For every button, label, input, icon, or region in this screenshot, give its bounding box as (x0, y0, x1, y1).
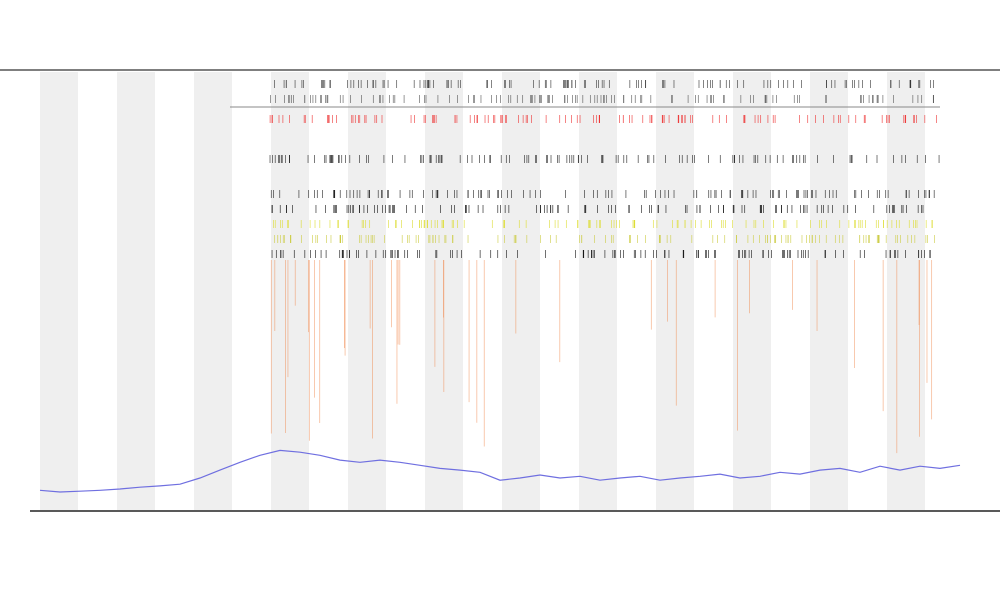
band (887, 72, 925, 510)
band (348, 72, 386, 510)
trace (39, 449, 961, 493)
band (40, 72, 78, 510)
shaded-bands (40, 72, 925, 510)
band (502, 72, 540, 510)
band (271, 72, 309, 510)
band (194, 72, 232, 510)
band (733, 72, 771, 510)
band (810, 72, 848, 510)
band (579, 72, 617, 510)
band (656, 72, 694, 510)
band (117, 72, 155, 510)
event-raster (269, 80, 940, 454)
